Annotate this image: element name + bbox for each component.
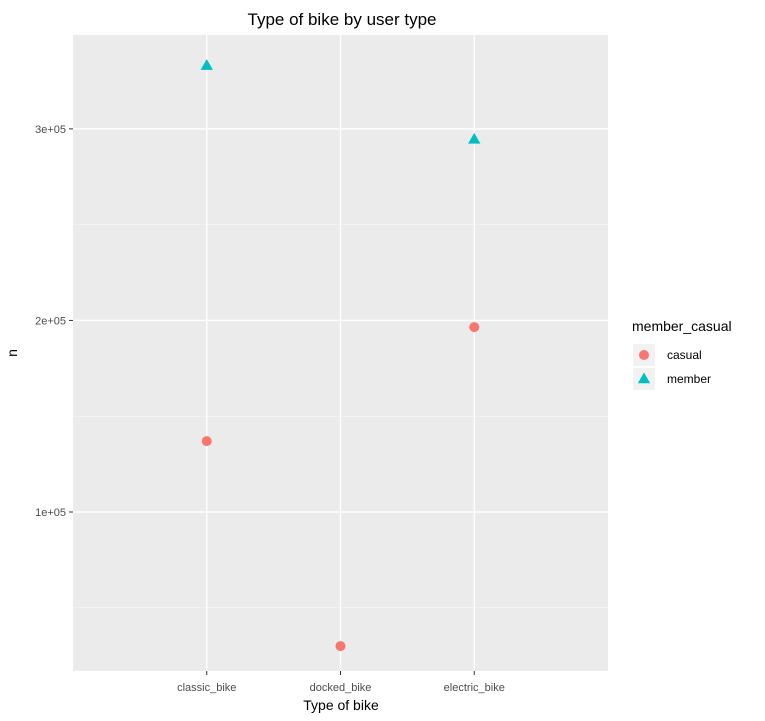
y-tick-label: 2e+05: [35, 315, 66, 327]
y-tick-label: 1e+05: [35, 507, 66, 519]
x-axis-title: Type of bike: [303, 697, 379, 713]
legend: member_casual casual member: [632, 318, 732, 390]
member-point: [468, 132, 481, 144]
chart-title: Type of bike by user type: [248, 10, 437, 29]
member-point: [200, 59, 213, 70]
legend-member-label: member: [667, 372, 711, 386]
y-axis-title: n: [4, 349, 20, 357]
casual-point: [201, 436, 212, 447]
legend-title: member_casual: [632, 318, 732, 334]
casual-point: [335, 641, 346, 652]
legend-items: casual member: [633, 344, 711, 390]
data-points: [200, 59, 481, 652]
y-tick-label: 3e+05: [35, 124, 66, 136]
casual-point: [469, 322, 480, 333]
x-axis-ticks: classic_bike docked_bike electric_bike: [177, 671, 505, 694]
legend-casual-marker: [639, 350, 649, 360]
x-tick-label: classic_bike: [177, 682, 236, 694]
legend-casual-label: casual: [667, 348, 702, 362]
legend-member-marker: [637, 372, 651, 384]
x-tick-label: docked_bike: [310, 682, 372, 694]
y-axis-ticks: 1e+05 2e+05 3e+05: [35, 124, 73, 519]
x-tick-label: electric_bike: [444, 682, 505, 694]
